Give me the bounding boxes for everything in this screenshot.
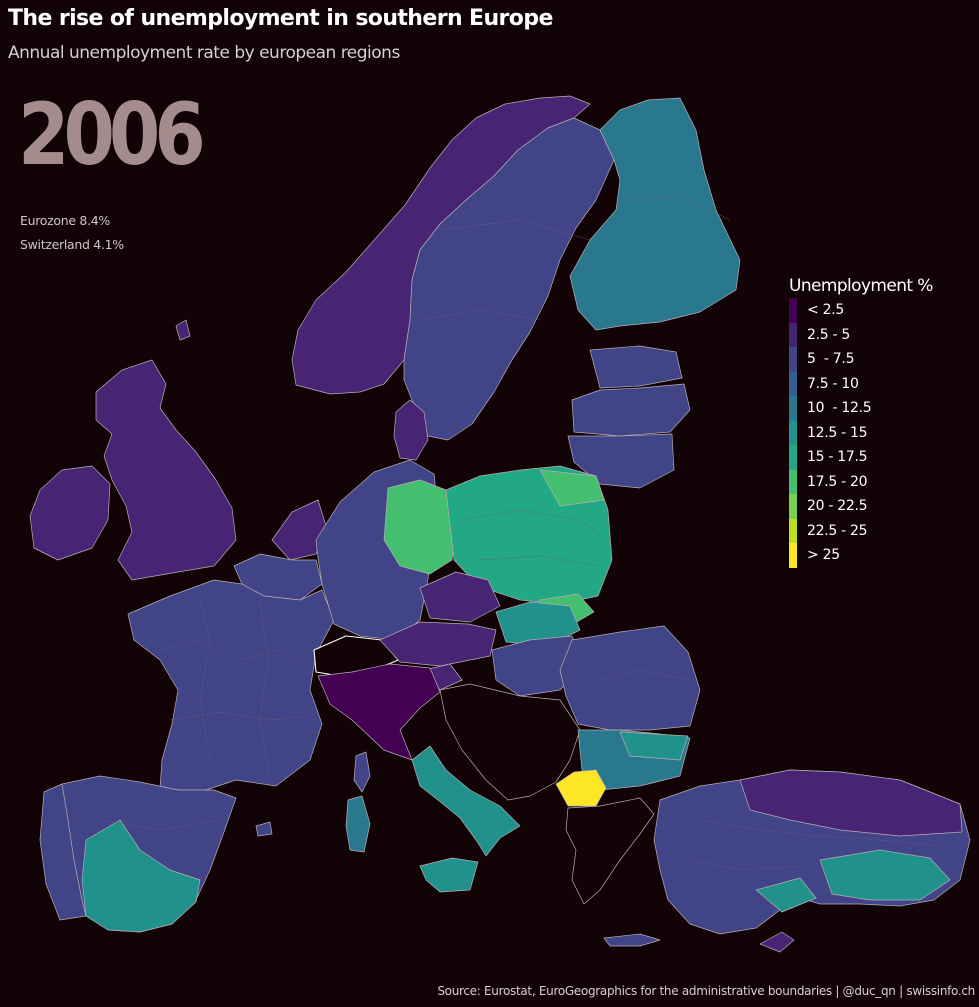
region-crete: [603, 933, 661, 947]
region-western-balkans: [439, 683, 581, 801]
source-credit: Source: Eurostat, EuroGeographics for th…: [437, 984, 975, 998]
region-turkey-southeast: [819, 849, 951, 901]
region-france: [127, 579, 335, 793]
region-balearic: [255, 821, 273, 837]
legend-item: 22.5 - 25: [789, 518, 933, 543]
legend-swatch: [789, 298, 797, 323]
legend-item: 12.5 - 15: [789, 420, 933, 445]
legend-swatch: [789, 543, 797, 568]
legend-label: 2.5 - 5: [807, 326, 851, 343]
legend-item: 20 - 22.5: [789, 494, 933, 519]
region-spain-south: [81, 819, 201, 933]
region-austria: [379, 621, 497, 667]
legend: Unemployment % < 2.5 2.5 - 5 5 - 7.5 7.5 - …: [789, 276, 933, 568]
legend-label: 10 - 12.5: [807, 400, 872, 417]
legend-item: 2.5 - 5: [789, 322, 933, 347]
region-denmark: [393, 399, 429, 461]
year-label: 2006: [18, 85, 206, 185]
legend-label: > 25: [807, 547, 840, 564]
region-italy-north: [317, 663, 441, 761]
legend-label: < 2.5: [807, 302, 844, 319]
region-portugal: [39, 783, 87, 921]
legend-swatch: [789, 420, 797, 445]
legend-swatch: [789, 371, 797, 396]
page-title: The rise of unemployment in southern Eur…: [8, 6, 553, 31]
legend-label: 5 - 7.5: [807, 351, 855, 368]
region-ireland: [29, 465, 111, 561]
region-sicily: [419, 857, 479, 893]
legend-label: 7.5 - 10: [807, 375, 859, 392]
legend-item: 17.5 - 20: [789, 469, 933, 494]
region-turkey-north: [739, 769, 963, 837]
region-lithuania: [567, 433, 675, 489]
region-slovakia: [495, 601, 581, 647]
legend-item: 7.5 - 10: [789, 371, 933, 396]
legend-swatch: [789, 445, 797, 470]
legend-label: 15 - 17.5: [807, 449, 868, 466]
legend-swatch: [789, 469, 797, 494]
legend-swatch: [789, 518, 797, 543]
legend-item: > 25: [789, 543, 933, 568]
region-romania: [559, 625, 701, 731]
legend-item: 5 - 7.5: [789, 347, 933, 372]
legend-swatch: [789, 494, 797, 519]
legend-item: 15 - 17.5: [789, 445, 933, 470]
legend-swatch: [789, 396, 797, 421]
region-uk: [95, 359, 237, 581]
legend-label: 20 - 22.5: [807, 498, 868, 515]
region-turkey-south: [755, 877, 817, 913]
region-poland-north: [539, 469, 605, 507]
region-bulgaria-northeast: [619, 731, 689, 761]
legend-item: 10 - 12.5: [789, 396, 933, 421]
legend-rows: < 2.5 2.5 - 5 5 - 7.5 7.5 - 10 10 - 12.5 12.5…: [789, 298, 933, 568]
region-estonia: [589, 345, 683, 389]
region-finland: [569, 97, 741, 331]
legend-label: 17.5 - 20: [807, 473, 868, 490]
page-subtitle: Annual unemployment rate by european reg…: [8, 43, 400, 63]
legend-label: 22.5 - 25: [807, 522, 868, 539]
switzerland-rate: Switzerland 4.1%: [20, 237, 124, 252]
region-greece: [565, 797, 655, 905]
region-shetland: [175, 319, 191, 341]
legend-label: 12.5 - 15: [807, 424, 868, 441]
region-italy-south: [411, 745, 521, 857]
legend-swatch: [789, 347, 797, 372]
region-north-macedonia: [555, 769, 607, 807]
legend-item: < 2.5: [789, 298, 933, 323]
region-cyprus: [759, 931, 795, 953]
region-sardinia: [345, 795, 371, 853]
region-corsica: [353, 751, 371, 793]
legend-title: Unemployment %: [789, 276, 933, 296]
region-czechia: [419, 571, 501, 623]
region-east-germany: [383, 479, 457, 575]
region-latvia: [571, 383, 691, 437]
eurozone-rate: Eurozone 8.4%: [20, 213, 110, 228]
legend-swatch: [789, 322, 797, 347]
